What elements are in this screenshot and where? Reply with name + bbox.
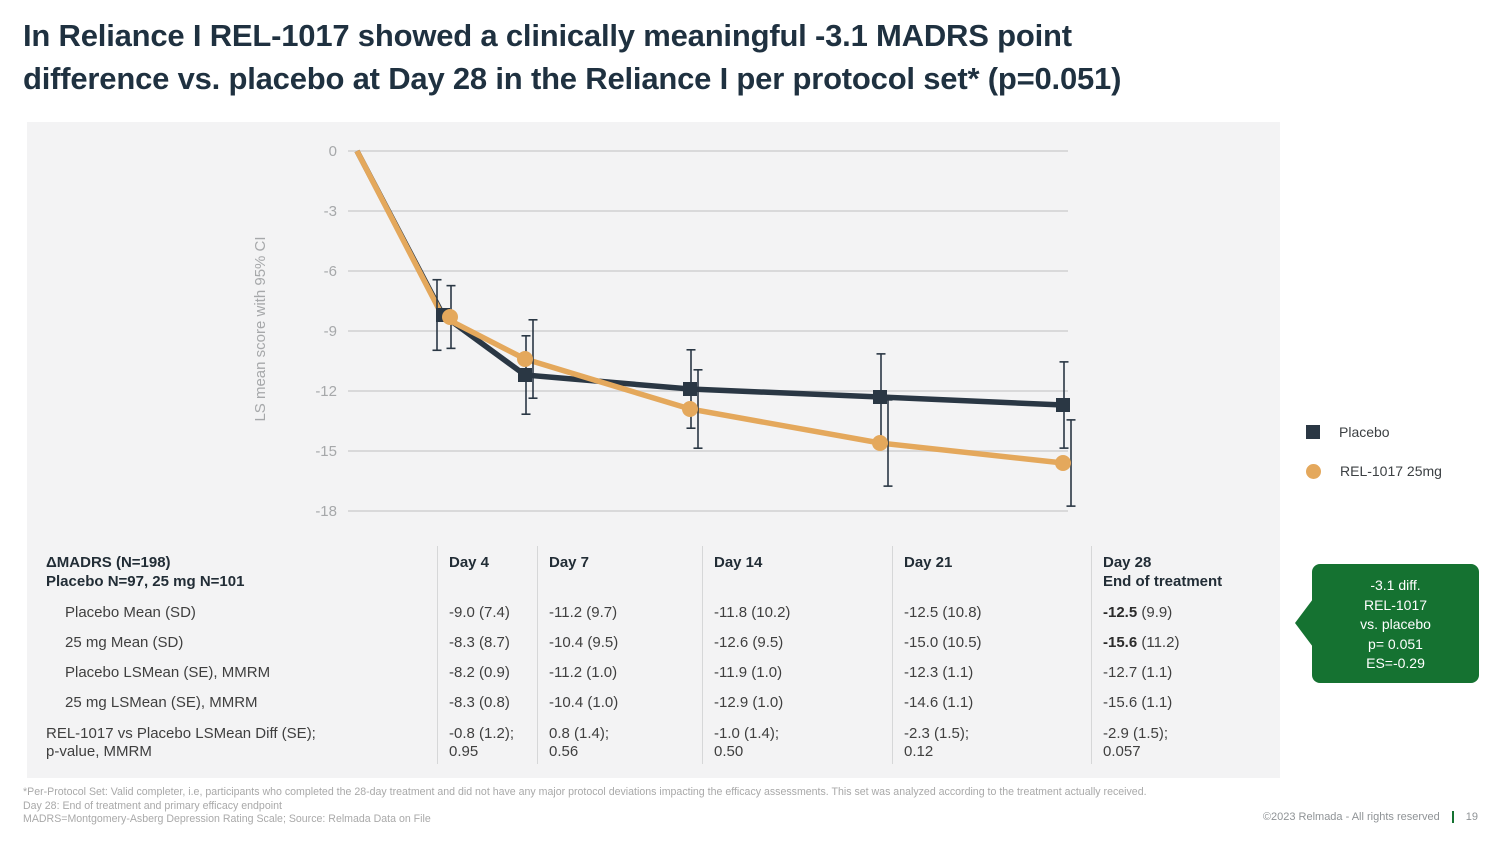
column-divider — [1091, 546, 1092, 764]
column-divider — [537, 546, 538, 764]
table-cell: -11.8 (10.2) — [714, 604, 791, 621]
table-cell: -8.2 (0.9) — [449, 664, 510, 681]
table-cell: -15.6 (1.1) — [1103, 694, 1173, 711]
row-label: REL-1017 vs Placebo LSMean Diff (SE); p-… — [46, 725, 316, 760]
chart-legend: Placebo REL-1017 25mg — [1306, 421, 1502, 499]
y-tick-label: -3 — [324, 203, 337, 220]
y-axis-title: LS mean score with 95% CI — [252, 236, 269, 421]
madrs-line-chart: 0 -3 -6 -9 -12 -15 -18 LS mean score with 95% C… — [27, 122, 1280, 546]
legend-label: REL-1017 25mg — [1340, 463, 1442, 479]
table-cell: -15.6 (11.2) — [1103, 634, 1180, 651]
y-tick-label: -9 — [324, 323, 337, 340]
column-divider — [892, 546, 893, 764]
table-row: 25 mg LSMean (SE), MMRM -8.3 (0.8) -10.4 (… — [27, 688, 1280, 718]
table-cell: -10.4 (9.5) — [549, 634, 619, 651]
chart-panel: 0 -3 -6 -9 -12 -15 -18 LS mean score with 95% C… — [27, 122, 1280, 778]
copyright-text: ©2023 Relmada - All rights reserved — [1262, 811, 1440, 823]
row-label: Placebo LSMean (SE), MMRM — [65, 664, 271, 681]
footnote-line: Day 28: End of treatment and primary eff… — [23, 799, 282, 812]
footnote-line: *Per-Protocol Set: Valid completer, i.e,… — [23, 786, 1147, 798]
page-title: In Reliance I REL-1017 showed a clinical… — [23, 18, 1122, 96]
rel1017-swatch-icon — [1306, 463, 1321, 479]
table-cell: -11.2 (1.0) — [549, 664, 618, 681]
page-number: 19 — [1465, 811, 1478, 823]
table-cell: -2.3 (1.5); 0.12 — [904, 725, 970, 760]
footer-separator — [1451, 811, 1454, 823]
column-divider — [437, 546, 438, 764]
table-cell: 0.8 (1.4); 0.56 — [549, 725, 610, 760]
row-label: 25 mg LSMean (SE), MMRM — [65, 694, 258, 711]
y-tick-label: -6 — [324, 263, 337, 280]
rel1017-marker — [682, 401, 698, 417]
placebo-line — [354, 149, 1064, 408]
table-cell: -1.0 (1.4); 0.50 — [714, 725, 780, 760]
table-row: Placebo Mean (SD) -9.0 (7.4) -11.2 (9.7) -1… — [27, 598, 1280, 628]
table-cell: -12.7 (1.1) — [1103, 664, 1173, 681]
table-cell: -12.5 (9.9) — [1103, 604, 1173, 621]
placebo-marker — [873, 390, 887, 404]
slide-footer: ©2023 Relmada - All rights reserved 19 — [1263, 811, 1478, 823]
column-header: Day 28 End of treatment — [1103, 554, 1223, 590]
chart-svg: 0 -3 -6 -9 -12 -15 -18 LS mean score with 95% C… — [252, 143, 1076, 520]
column-header: Day 7 — [549, 554, 590, 571]
placebo-swatch-icon — [1306, 425, 1320, 439]
placebo-marker — [1056, 398, 1070, 412]
row-label: 25 mg Mean (SD) — [65, 634, 184, 651]
table-cell: -9.0 (7.4) — [449, 604, 510, 621]
madrs-data-table: ΔMADRS (N=198) Placebo N=97, 25 mg N=101… — [27, 546, 1280, 766]
y-tick-label: -15 — [315, 443, 337, 460]
rel1017-marker — [517, 351, 533, 367]
table-header-row: ΔMADRS (N=198) Placebo N=97, 25 mg N=101… — [27, 546, 1280, 598]
y-tick-label: -12 — [315, 383, 337, 400]
table-row: Placebo LSMean (SE), MMRM -8.2 (0.9) -11.2… — [27, 658, 1280, 688]
column-header: Day 14 — [714, 554, 763, 571]
result-callout: -3.1 diff. REL-1017 vs. placebo p= 0.051… — [1295, 564, 1479, 683]
placebo-marker — [683, 382, 697, 396]
rel1017-marker — [1055, 455, 1071, 471]
table-cell: -15.0 (10.5) — [904, 634, 982, 651]
table-title-cell: ΔMADRS (N=198) Placebo N=97, 25 mg N=101 — [46, 554, 245, 590]
rel1017-marker — [442, 309, 458, 325]
placebo-marker — [518, 368, 532, 382]
legend-label: Placebo — [1339, 424, 1390, 440]
footnotes: *Per-Protocol Set: Valid completer, i.e,… — [23, 786, 1147, 827]
column-header: Day 4 — [449, 554, 490, 571]
table-cell: -2.9 (1.5); 0.057 — [1103, 725, 1169, 760]
table-cell: -8.3 (8.7) — [449, 634, 510, 651]
table-cell: -12.6 (9.5) — [714, 634, 784, 651]
table-cell: -14.6 (1.1) — [904, 694, 974, 711]
column-divider — [702, 546, 703, 764]
table-cell: -12.3 (1.1) — [904, 664, 974, 681]
table-row: REL-1017 vs Placebo LSMean Diff (SE); p-… — [27, 718, 1280, 766]
table-cell: -0.8 (1.2); 0.95 — [449, 725, 515, 760]
row-label: Placebo Mean (SD) — [65, 604, 196, 621]
table-cell: -10.4 (1.0) — [549, 694, 619, 711]
table-row: 25 mg Mean (SD) -8.3 (8.7) -10.4 (9.5) -12.… — [27, 628, 1280, 658]
table-cell: -12.5 (10.8) — [904, 604, 982, 621]
callout-arrow-icon — [1295, 599, 1313, 647]
legend-item-rel1017: REL-1017 25mg — [1306, 460, 1502, 482]
rel1017-line — [354, 149, 1064, 466]
callout-text: -3.1 diff. REL-1017 vs. placebo p= 0.051… — [1360, 577, 1431, 671]
table-cell: -11.2 (9.7) — [549, 604, 618, 621]
table-cell: -12.9 (1.0) — [714, 694, 784, 711]
y-tick-label: 0 — [329, 143, 337, 160]
rel1017-marker — [872, 435, 888, 451]
table-cell: -11.9 (1.0) — [714, 664, 783, 681]
table-cell: -8.3 (0.8) — [449, 694, 510, 711]
y-tick-label: -18 — [315, 503, 337, 520]
legend-item-placebo: Placebo — [1306, 421, 1502, 443]
column-header: Day 21 — [904, 554, 953, 571]
footnote-line: MADRS=Montgomery-Asberg Depression Ratin… — [23, 813, 431, 826]
